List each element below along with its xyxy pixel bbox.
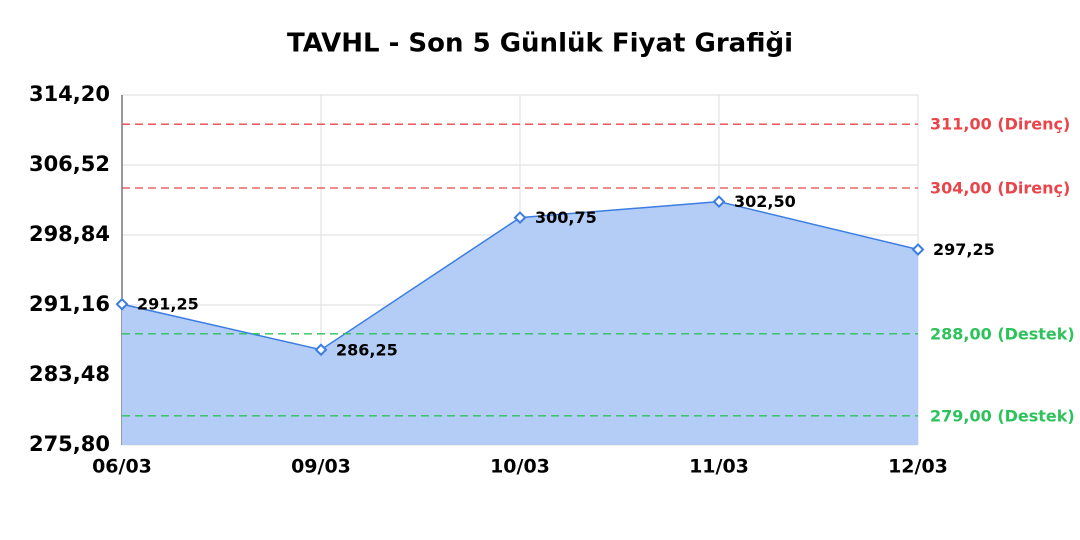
x-tick-label: 11/03	[689, 456, 749, 478]
y-tick-label: 283,48	[29, 362, 110, 386]
y-tick-label: 306,52	[29, 152, 110, 176]
y-tick-label: 291,16	[29, 292, 110, 316]
area-fill	[122, 201, 918, 445]
reference-label: 311,00 (Direnç)	[930, 115, 1070, 134]
marker	[314, 343, 328, 357]
x-tick-label: 09/03	[291, 456, 351, 478]
marker	[911, 243, 925, 256]
y-tick-label: 275,80	[29, 432, 110, 456]
reference-label: 304,00 (Direnç)	[930, 178, 1070, 197]
x-tick-label: 06/03	[92, 456, 152, 478]
value-label: 291,25	[137, 295, 199, 314]
value-label: 300,75	[535, 208, 597, 227]
y-tick-label: 314,20	[29, 82, 110, 106]
marker	[712, 195, 726, 209]
value-label: 286,25	[336, 340, 398, 359]
x-tick-label: 10/03	[490, 456, 550, 478]
y-tick-label: 298,84	[29, 222, 110, 246]
x-tick-label: 12/03	[888, 456, 948, 478]
marker	[513, 211, 527, 225]
reference-label: 288,00 (Destek)	[930, 324, 1075, 343]
value-label: 302,50	[734, 192, 796, 211]
value-label: 297,25	[933, 240, 995, 259]
reference-label: 279,00 (Destek)	[930, 406, 1075, 425]
chart-title: TAVHL - Son 5 Günlük Fiyat Grafiği	[287, 29, 793, 59]
marker	[115, 297, 129, 311]
